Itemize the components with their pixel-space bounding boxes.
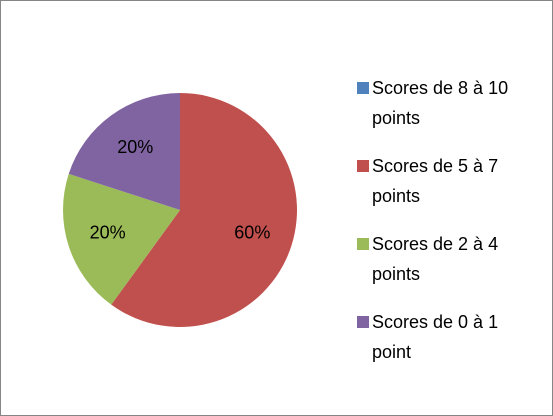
legend-label: Scores de 2 à 4 points <box>372 234 499 284</box>
legend-label: Scores de 0 à 1 point <box>372 312 499 362</box>
pie-slice <box>111 93 297 327</box>
legend-swatch <box>357 316 369 328</box>
data-label: 20% <box>117 137 153 157</box>
data-label: 20% <box>90 222 126 242</box>
legend-swatch <box>357 238 369 250</box>
pie-slice <box>62 173 180 305</box>
legend-label: Scores de 8 à 10 points <box>372 78 509 128</box>
legend-label: Scores de 5 à 7 points <box>372 156 499 206</box>
pie-slice <box>68 93 180 210</box>
legend-swatch <box>357 82 369 94</box>
data-label: 60% <box>234 222 270 242</box>
legend-swatch <box>357 160 369 172</box>
